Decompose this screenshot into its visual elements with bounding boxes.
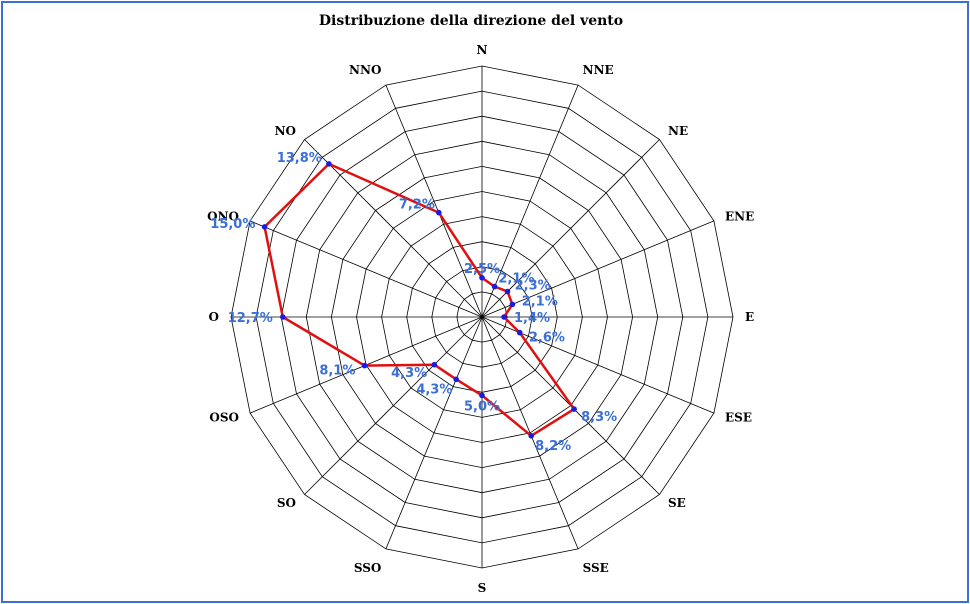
data-point [479,392,485,399]
direction-label: SE [668,496,686,510]
data-point [280,314,286,320]
data-point [361,362,368,369]
chart-title: Distribuzione della direzione del vento [319,13,623,29]
data-point [528,433,534,439]
value-label: 12,7% [228,311,273,326]
direction-label: ENE [725,209,754,223]
value-label: 8,1% [319,364,355,379]
direction-label: ONO [207,209,239,223]
value-label: 2,1% [522,295,558,310]
data-point [504,288,511,295]
radar-grid [230,65,734,569]
data-point [431,361,438,368]
data-point [516,329,523,336]
data-point [479,275,485,281]
data-point [571,406,577,412]
grid-spoke [304,139,483,318]
value-label: 4,3% [391,366,427,381]
direction-label: E [745,310,754,324]
direction-label: NNE [583,63,614,77]
value-label: 7,2% [399,197,435,212]
direction-label: N [477,43,488,57]
data-point [436,209,442,216]
direction-label: NE [668,124,688,138]
data-point [491,283,498,290]
direction-label: NO [275,124,296,138]
value-label: 1,4% [514,311,550,326]
direction-label: ESE [725,411,752,425]
data-point [261,224,268,230]
grid-spoke [481,316,579,550]
direction-label: O [209,310,219,324]
direction-label: SO [277,496,296,510]
data-point [509,301,516,308]
direction-label: OSO [209,411,239,425]
series-polygon-group [261,161,577,439]
grid-spoke [304,316,483,495]
data-point [453,376,460,383]
direction-label: S [478,581,487,595]
value-label: 2,1% [498,271,534,286]
value-label: 4,3% [416,383,452,398]
grid-spoke [481,220,715,318]
grid-spoke [385,84,483,318]
grid-spoke [481,139,660,318]
grid-spoke [481,84,579,318]
value-label: 2,5% [464,262,500,277]
value-labels: 2,5%2,1%2,3%2,1%1,4%2,6%8,3%8,2%5,0%4,3%… [210,151,617,454]
direction-labels: N NNE NE ENE E ESE SE SSE S SSO SO OSO O ONO NO NNO [207,43,754,595]
value-label: 8,3% [581,410,617,425]
value-label: 2,3% [515,278,551,293]
value-label: 8,2% [535,439,571,454]
data-point [326,161,332,167]
direction-label: SSO [354,561,382,575]
grid-spoke [385,316,483,550]
grid-spoke [249,220,483,318]
value-label: 13,8% [277,151,322,166]
direction-label: SSE [583,561,609,575]
direction-label: NNO [349,63,381,77]
data-point [501,314,507,320]
value-label: 2,6% [529,330,565,345]
value-label: 5,0% [464,399,500,414]
value-label: 15,0% [210,217,255,232]
